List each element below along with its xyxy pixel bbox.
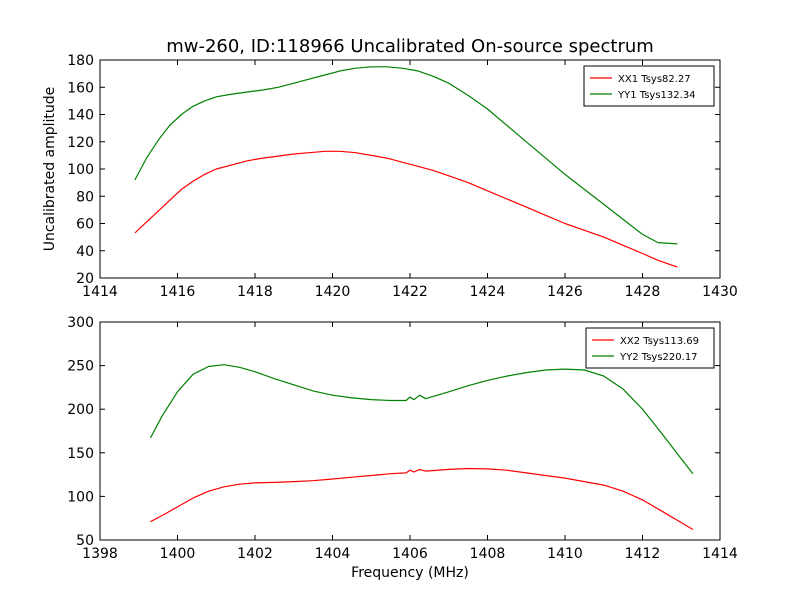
x-tick-label: 1404 (315, 546, 351, 562)
y-tick-label: 200 (67, 402, 94, 418)
y-tick-label: 80 (76, 189, 94, 205)
y-tick-label: 60 (76, 217, 94, 233)
y-tick-label: 300 (67, 315, 94, 331)
x-tick-label: 1416 (160, 284, 196, 300)
x-tick-label: 1420 (315, 284, 351, 300)
x-tick-label: 1412 (625, 546, 661, 562)
y-tick-label: 100 (67, 489, 94, 505)
x-tick-label: 1414 (702, 546, 738, 562)
y-tick-label: 40 (76, 244, 94, 260)
plots: 1414 1416 1418 1420 1422 1424 1426 1428 1430 20 40… (42, 53, 738, 581)
y-tick-label: 140 (67, 108, 94, 124)
x-tick-label: 1430 (702, 284, 738, 300)
legend-entry: XX1 Tsys82.27 (618, 74, 691, 85)
y-tick-label: 50 (76, 533, 94, 549)
legend-entry: YY2 Tsys220.17 (619, 352, 698, 363)
legend-box (585, 327, 715, 369)
legend-entry: XX2 Tsys113.69 (620, 336, 699, 347)
y-tick-label: 120 (67, 135, 94, 151)
subplot-1: 1414 1416 1418 1420 1422 1424 1426 1428 1430 20 40… (42, 53, 738, 300)
x-tick-label: 1410 (547, 546, 583, 562)
x-tick-label: 1428 (625, 284, 661, 300)
series-line-1 (134, 150, 678, 268)
x-tick-label: 1414 (82, 284, 118, 300)
legend: XX1 Tsys82.27 YY1 Tsys132.34 (583, 65, 715, 107)
x-tick-label: 1400 (160, 546, 196, 562)
x-tick-label: 1402 (237, 546, 273, 562)
x-axis-label: Frequency (MHz) (351, 565, 469, 581)
x-tick-label: 1406 (392, 546, 428, 562)
series-line-1 (150, 467, 694, 531)
y-tick-label: 180 (67, 53, 94, 69)
x-tick-label: 1408 (470, 546, 506, 562)
x-tick-label: 1398 (82, 546, 118, 562)
legend-entry: YY1 Tsys132.34 (617, 90, 696, 101)
y-tick-label: 100 (67, 162, 94, 178)
y-axis-label: Uncalibrated amplitude (42, 87, 58, 252)
x-tick-label: 1426 (547, 284, 583, 300)
x-tick-label: 1422 (392, 284, 428, 300)
series-line-2 (149, 364, 694, 475)
y-tick-label: 250 (67, 359, 94, 375)
x-tick-label: 1418 (237, 284, 273, 300)
y-tick-label: 150 (67, 446, 94, 462)
legend: XX2 Tsys113.69 YY2 Tsys220.17 (585, 327, 715, 369)
legend-box (583, 65, 715, 107)
y-tick-label: 160 (67, 80, 94, 96)
x-tick-label: 1424 (470, 284, 506, 300)
chart-title: mw-260, ID:118966 Uncalibrated On-source… (166, 36, 654, 57)
subplot-2: 1398 1400 1402 1404 1406 1408 1410 1412 1414 50 10… (67, 315, 738, 581)
series-line-2 (134, 66, 678, 245)
y-tick-label: 20 (76, 271, 94, 287)
